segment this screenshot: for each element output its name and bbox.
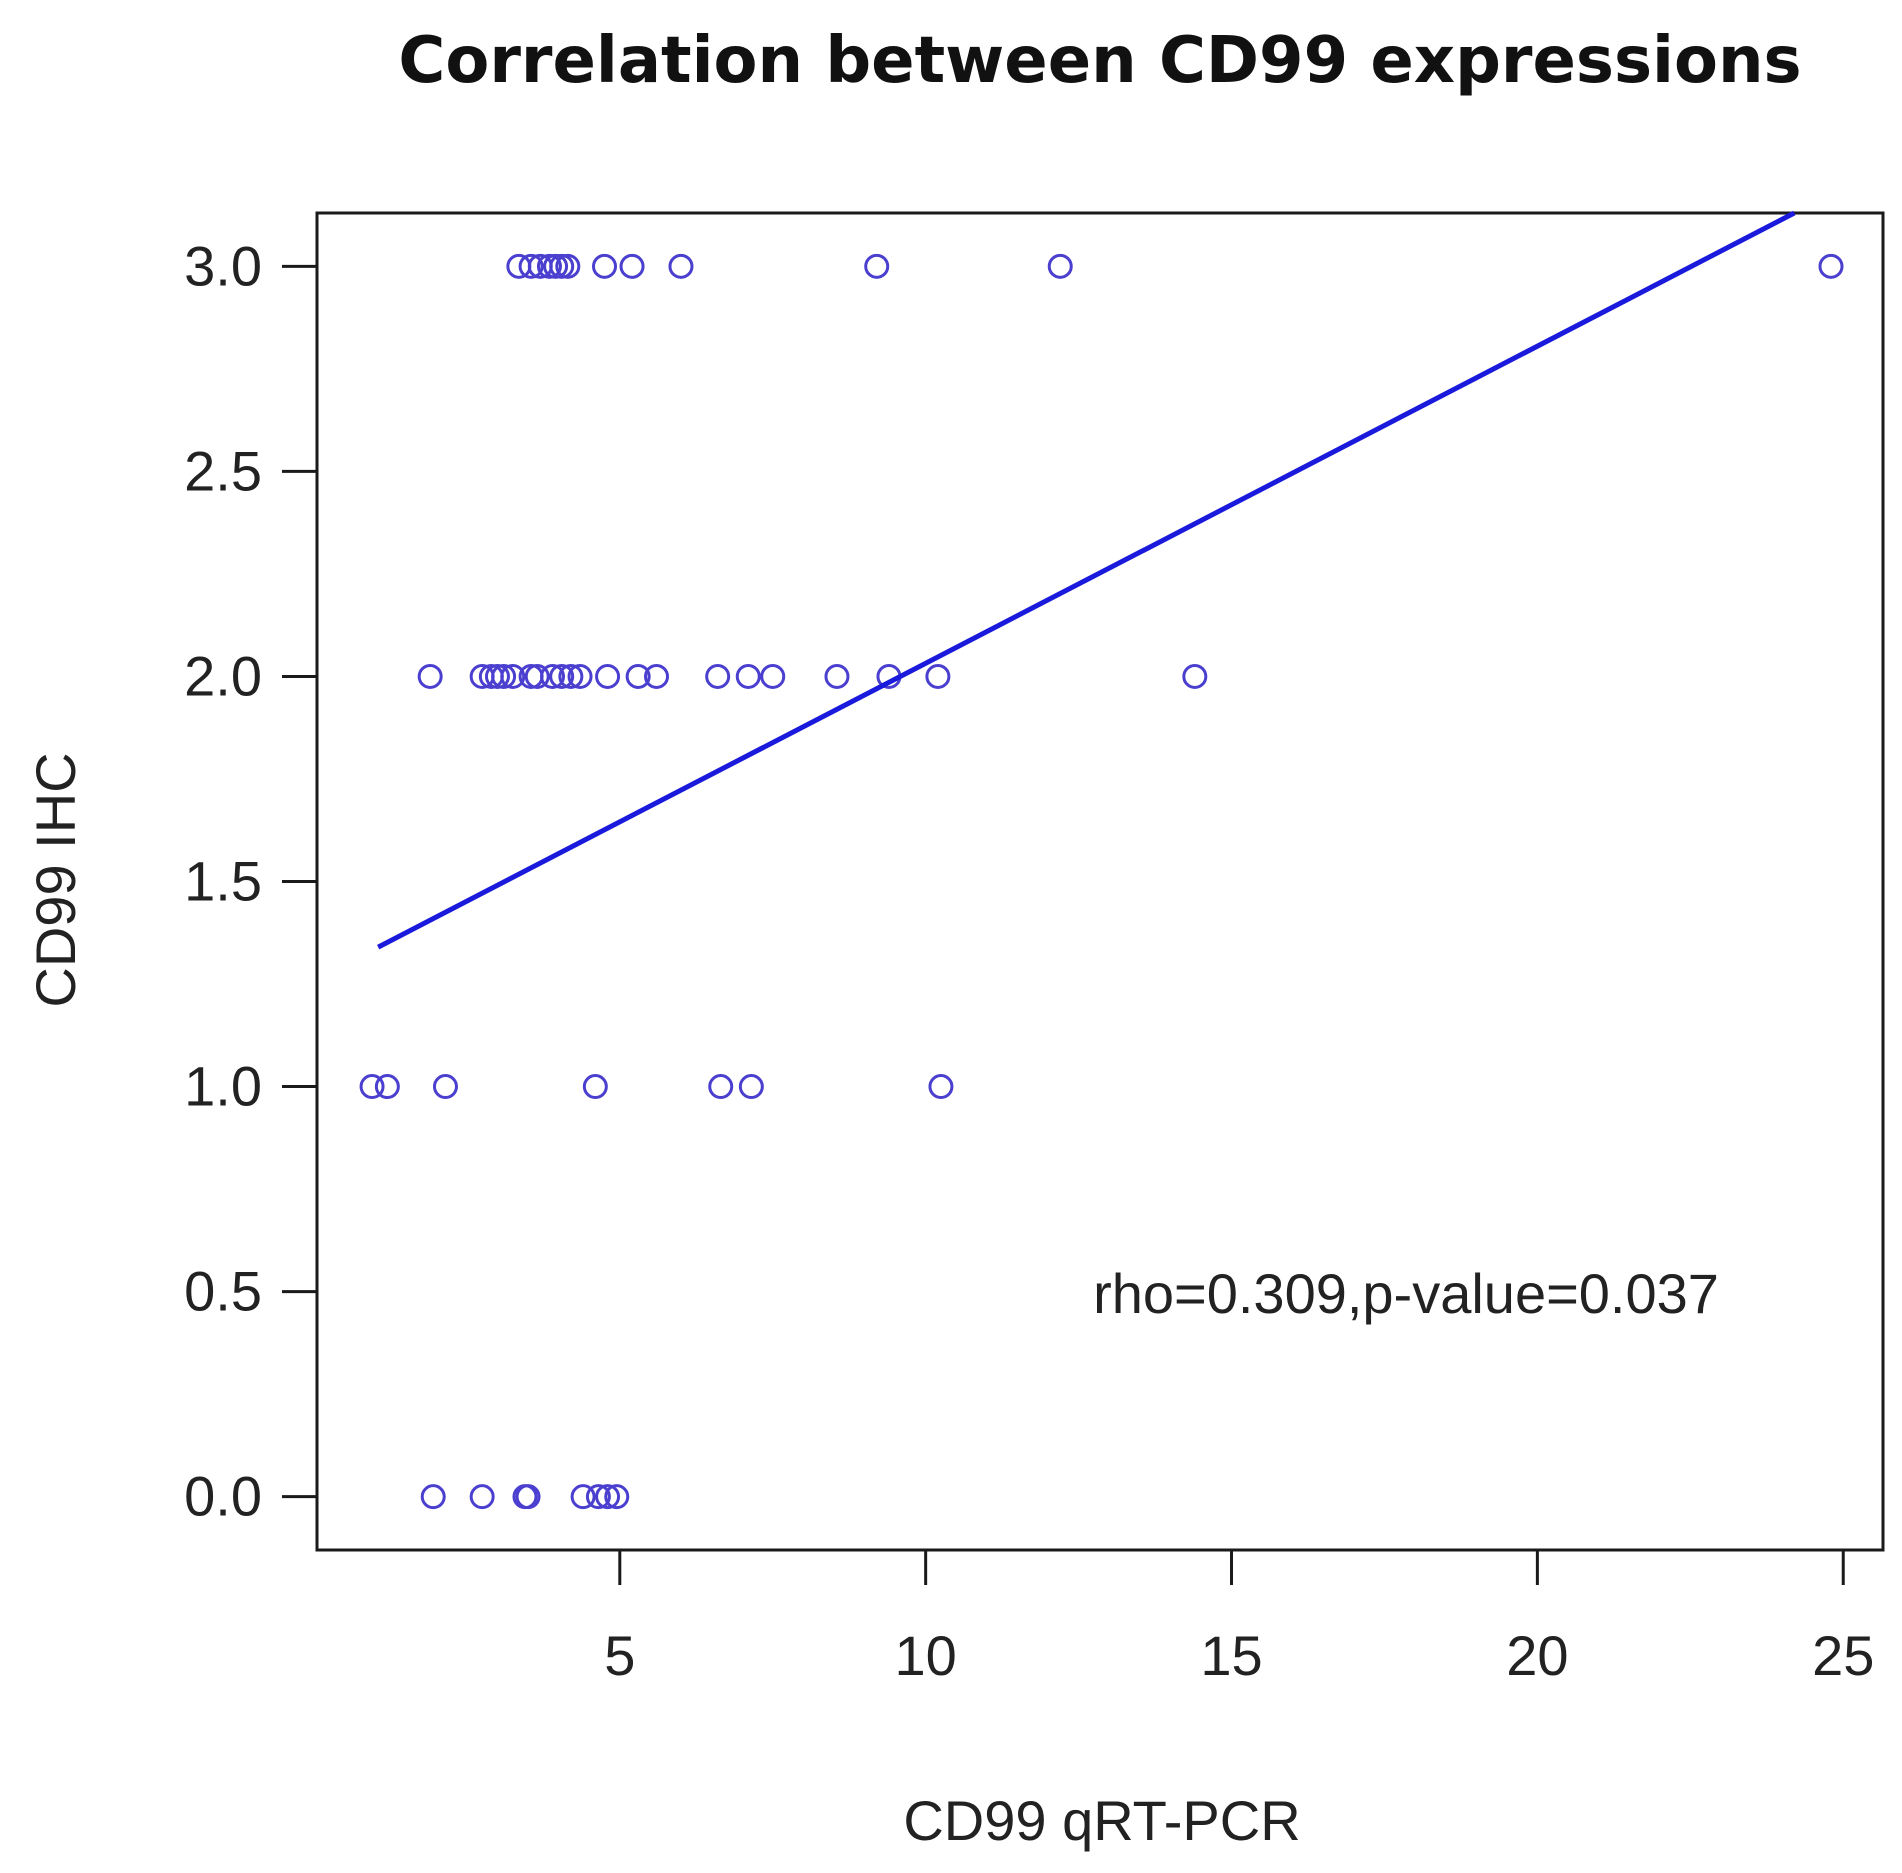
data-point [595,1484,621,1510]
data-point [735,663,761,689]
data-point [595,663,621,689]
data-points [359,253,1844,1510]
data-point [604,1484,630,1510]
data-point [469,1484,495,1510]
data-point [549,663,575,689]
y-tick-label: 1.5 [184,850,262,913]
data-point [668,253,694,279]
x-tick-label: 5 [604,1624,635,1687]
y-tick-label: 0.0 [184,1465,262,1528]
y-tick-label: 0.5 [184,1260,262,1323]
x-axis: 5 10 15 20 25 [604,1550,1874,1687]
chart-title: Correlation between CD99 expressions [398,24,1801,98]
data-point [925,663,951,689]
data-point [864,253,890,279]
data-point [585,1484,611,1510]
data-point [928,1074,954,1100]
data-point [518,253,544,279]
data-point [558,663,584,689]
y-tick-label: 3.0 [184,234,262,297]
x-axis-label: CD99 qRT-PCR [903,1789,1300,1852]
data-point [1047,253,1073,279]
data-point [500,663,526,689]
data-point [582,1074,608,1100]
data-point [567,663,593,689]
data-point [540,663,566,689]
data-point [644,663,670,689]
data-point [484,663,510,689]
data-point [708,1074,734,1100]
data-point [420,1484,446,1510]
plot-frame [315,211,1885,1552]
y-tick-label: 2.0 [184,644,262,707]
data-point [705,663,731,689]
x-tick-label: 20 [1506,1624,1568,1687]
data-point [549,253,575,279]
data-point [760,663,786,689]
y-tick-label: 1.0 [184,1055,262,1118]
data-point [738,1074,764,1100]
data-point [359,1074,385,1100]
x-tick-label: 15 [1200,1624,1262,1687]
regression-line [377,210,1796,950]
data-point [491,663,517,689]
regression-line-group [377,210,1796,950]
data-point [555,253,581,279]
x-tick-label: 25 [1812,1624,1874,1687]
data-point [1818,253,1844,279]
data-point [543,253,569,279]
y-axis: 0.0 0.5 1.0 1.5 2.0 2.5 3.0 [184,234,317,1528]
y-axis-label: CD99 IHC [24,752,87,1007]
y-tick-label: 2.5 [184,439,262,502]
x-tick-label: 10 [895,1624,957,1687]
data-point [625,663,651,689]
data-point [515,1484,541,1510]
data-point [536,253,562,279]
data-point [619,253,645,279]
data-point [417,663,443,689]
data-point [592,253,618,279]
data-point [570,1484,596,1510]
data-point [524,663,550,689]
data-point [432,1074,458,1100]
correlation-annotation: rho=0.309,p-value=0.037 [1093,1262,1719,1325]
data-point [824,663,850,689]
data-point [374,1074,400,1100]
data-point [1182,663,1208,689]
